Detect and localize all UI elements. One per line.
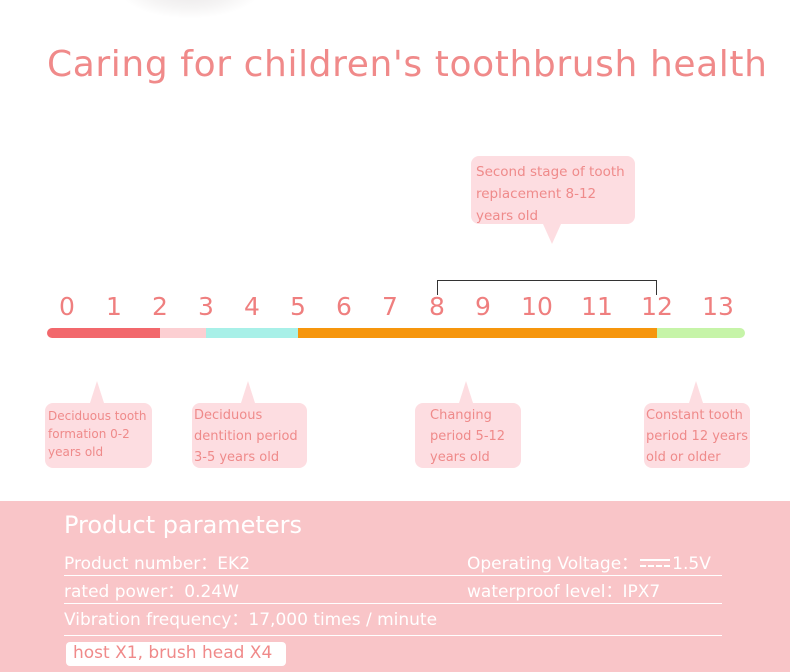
callout-deciduous-dentition: Deciduous dentition period 3-5 years old — [192, 381, 307, 468]
timeline-tick-3: 3 — [198, 292, 214, 321]
params-row: Vibration frequency：17,000 times / minut… — [64, 604, 722, 636]
params-title: Product parameters — [64, 511, 302, 539]
timeline-tick-0: 0 — [59, 292, 75, 321]
timeline-tick-8: 8 — [429, 292, 445, 321]
timeline-tick-2: 2 — [152, 292, 168, 321]
range-bracket-8-12 — [437, 280, 657, 295]
timeline-tick-10: 10 — [521, 292, 553, 321]
timeline-tick-11: 11 — [581, 292, 613, 321]
timeline-tick-5: 5 — [290, 292, 306, 321]
product-parameters-panel: Product parameters Product number：EK2 Op… — [0, 501, 790, 672]
callout-deciduous-formation-text: Deciduous tooth formation 0-2 years old — [48, 409, 147, 459]
dc-voltage-icon — [640, 557, 671, 569]
timeline-tick-1: 1 — [106, 292, 122, 321]
callout-changing-period: Changing period 5-12 years old — [415, 381, 521, 468]
timeline-segment-2-3 — [160, 328, 206, 338]
product-shadow — [120, 0, 260, 18]
timeline-bar — [47, 328, 745, 338]
callout-deciduous-dentition-text: Deciduous dentition period 3-5 years old — [194, 408, 298, 465]
timeline-tick-7: 7 — [382, 292, 398, 321]
callout-constant-tooth: Constant tooth period 12 years old or ol… — [644, 381, 750, 468]
timeline-tick-6: 6 — [336, 292, 352, 321]
timeline-tick-9: 9 — [475, 292, 491, 321]
params-row: rated power：0.24W waterproof level：IPX7 — [64, 576, 722, 604]
timeline-segment-12-13.7 — [657, 328, 745, 338]
timeline-tick-13: 13 — [702, 292, 734, 321]
rated-power: rated power：0.24W — [64, 582, 239, 602]
operating-voltage-label: Operating Voltage： — [467, 554, 639, 574]
callout-second-stage: Second stage of tooth replacement 8-12 y… — [471, 156, 635, 244]
waterproof-level: waterproof level：IPX7 — [467, 582, 661, 602]
timeline-tick-12: 12 — [641, 292, 673, 321]
timeline-segment-5-12 — [298, 328, 657, 338]
package-contents: host X1, brush head X4 — [66, 642, 286, 666]
callout-second-stage-text: Second stage of tooth replacement 8-12 y… — [476, 164, 625, 224]
page-title: Caring for children's toothbrush health — [47, 44, 768, 85]
timeline-tick-4: 4 — [244, 292, 260, 321]
callout-constant-tooth-text: Constant tooth period 12 years old or ol… — [646, 408, 748, 465]
callout-deciduous-formation: Deciduous tooth formation 0-2 years old — [45, 381, 152, 468]
operating-voltage-value: 1.5V — [672, 554, 711, 574]
product-number: Product number：EK2 — [64, 554, 251, 574]
params-row: Product number：EK2 Operating Voltage： 1.5… — [64, 548, 722, 576]
timeline-segment-3-5 — [206, 328, 298, 338]
callout-changing-period-text: Changing period 5-12 years old — [430, 408, 506, 465]
operating-voltage: Operating Voltage： 1.5V — [467, 549, 711, 574]
timeline-segment-0-2 — [47, 328, 160, 338]
vibration-frequency: Vibration frequency：17,000 times / minut… — [64, 610, 438, 630]
